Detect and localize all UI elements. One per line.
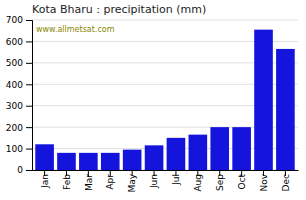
x-tick-label: Feb [62,174,72,190]
y-tick: 600 [6,37,32,47]
y-tick: 400 [6,80,32,90]
y-tick: 700 [6,15,32,25]
x-tick-label: Jun [149,174,159,189]
bar [189,135,208,170]
y-tick-mark [26,63,32,64]
x-tick-label: May [127,173,137,192]
y-tick-label: 300 [6,101,23,111]
y-tick-mark [26,20,32,21]
plot-area [35,30,294,170]
bar [35,144,54,170]
y-tick: 500 [6,58,32,68]
x-tick: Nov [259,170,269,192]
bar [210,127,229,170]
x-tick-label: Sep [215,174,225,191]
x-tick-label: Jul [171,174,181,186]
x-tick-label: Dec [281,174,291,191]
x-tick: Feb [62,170,72,190]
x-tick-label: Jan [40,174,50,189]
x-tick-label: Aug [193,174,203,192]
y-tick-label: 100 [6,144,23,154]
bar [145,145,164,170]
x-tick: Jan [40,170,50,189]
x-tick: Aug [193,170,203,192]
x-tick-label: Oct [237,174,247,190]
x-tick: Mar [84,170,94,191]
y-tick: 200 [6,123,32,133]
chart-container: 0 100 200 300 400 500 600 700 Jan Feb Mar Apr May Jun… [0,0,306,200]
bar [276,49,295,170]
bar [167,138,186,170]
y-tick-label: 500 [6,58,23,68]
bar [254,30,273,170]
bar [123,150,142,170]
y-tick-mark [26,170,32,171]
y-axis-line [26,21,33,171]
y-tick-label: 0 [17,165,23,175]
y-tick-mark [26,84,32,85]
y-tick-label: 400 [6,80,23,90]
y-tick-mark [26,41,32,42]
bar [101,153,120,170]
grid [32,20,298,170]
chart: 0 100 200 300 400 500 600 700 Jan Feb Mar Apr May Jun… [0,0,306,200]
y-tick: 100 [6,144,32,154]
x-tick-label: Apr [105,174,115,190]
x-tick-label: Mar [84,174,94,191]
y-tick-mark [26,127,32,128]
x-tick: Dec [281,170,291,191]
x-axis: Jan Feb Mar Apr May Jun Jul Aug Sep Oct Nov Dec [33,170,299,193]
bar [57,153,76,170]
x-tick: Jun [149,170,159,189]
y-tick-label: 700 [6,15,23,25]
bar [79,153,98,170]
x-tick: Apr [105,170,115,190]
y-axis: 0 100 200 300 400 500 600 700 [6,15,33,175]
bar [232,127,251,170]
x-tick: Jul [171,170,181,186]
x-tick: Sep [215,170,225,191]
annotation: www.allmetsat.com [36,25,115,34]
x-tick-label: Nov [259,173,269,191]
x-axis-line [33,170,299,171]
x-tick: May [127,170,137,193]
grid-line [32,20,298,21]
y-tick-mark [26,149,32,150]
y-tick: 0 [17,165,32,175]
y-tick-label: 600 [6,37,23,47]
y-tick-label: 200 [6,123,23,133]
y-tick: 300 [6,101,32,111]
x-tick: Oct [237,170,247,190]
title: Kota Bharu : precipitation (mm) [32,3,206,16]
y-tick-mark [26,106,32,107]
